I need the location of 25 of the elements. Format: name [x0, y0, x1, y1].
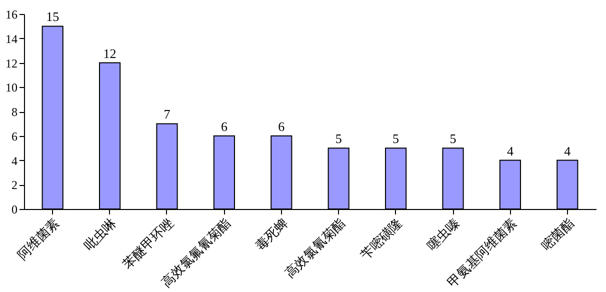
data-label: 5 — [392, 131, 400, 146]
y-tick-label: 14 — [6, 32, 18, 46]
x-tick-label: 阿维菌素 — [14, 215, 62, 262]
data-label: 5 — [335, 131, 342, 146]
y-tick-label: 10 — [6, 80, 18, 95]
y-tick-label: 8 — [12, 105, 18, 119]
data-label: 5 — [450, 131, 456, 146]
y-tick-label: 0 — [12, 202, 18, 216]
data-label: 12 — [103, 46, 116, 61]
data-label: 4 — [506, 143, 514, 158]
x-tick-label: 噻虫嗪 — [424, 215, 462, 254]
data-label: 6 — [220, 118, 228, 134]
y-tick-label: 4 — [12, 154, 18, 168]
data-label: 4 — [564, 143, 572, 158]
y-tick-label: 6 — [12, 129, 18, 144]
y-tick-label: 16 — [6, 8, 18, 22]
data-label: 15 — [46, 9, 60, 24]
y-tick-label: 2 — [12, 178, 18, 192]
x-tick-label: 苄嘧磺隆 — [358, 215, 405, 262]
y-tick-label: 12 — [6, 56, 18, 70]
data-label: 7 — [164, 106, 171, 122]
x-tick-label: 毒死蜱 — [252, 215, 291, 254]
x-tick-label: 吡虫啉 — [80, 215, 119, 254]
x-tick-label: 嘧菌酯 — [538, 215, 577, 254]
data-label: 6 — [278, 118, 286, 134]
